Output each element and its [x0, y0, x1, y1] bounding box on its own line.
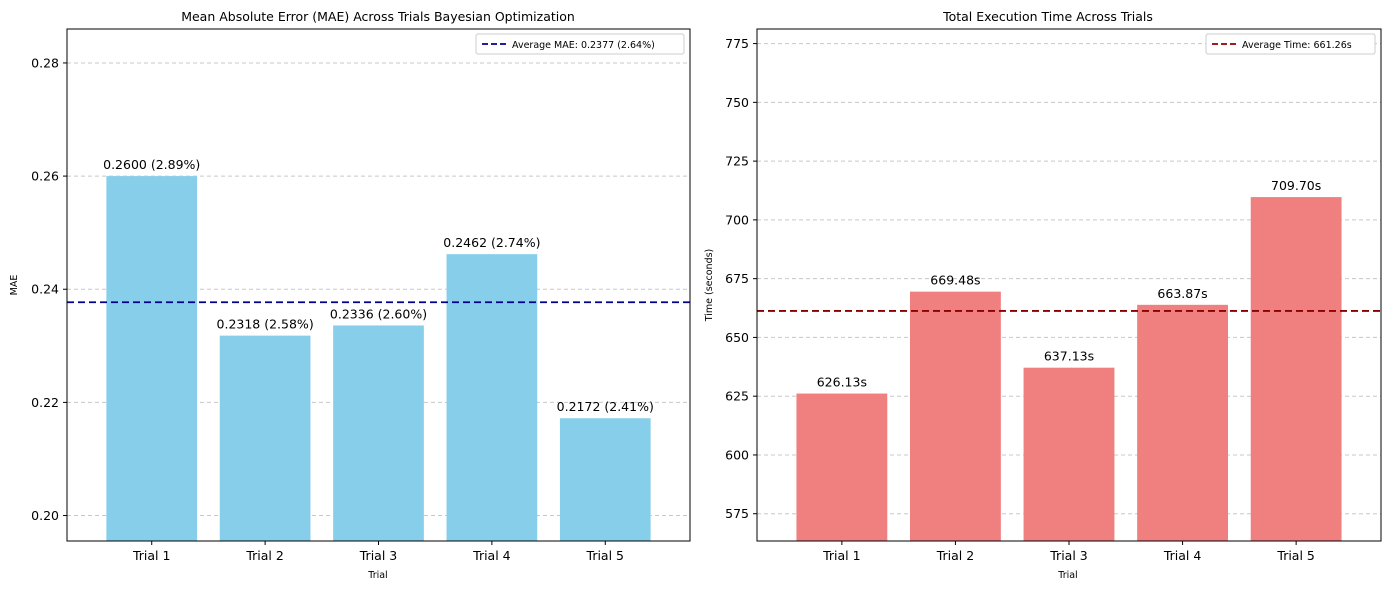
y-tick-label: 0.26 [31, 169, 59, 184]
legend: Average MAE: 0.2377 (2.64%) [475, 33, 685, 55]
x-tick-label: Trial 3 [1049, 548, 1087, 563]
data-label: 637.13s [1044, 349, 1094, 364]
legend-box [475, 33, 685, 55]
data-label: 663.87s [1157, 286, 1207, 301]
data-labels: 626.13s 669.48s 637.13s 663.87s 709.70s [817, 178, 1322, 389]
chart-title: Total Execution Time Across Trials [942, 9, 1153, 24]
data-label: 0.2318 (2.58%) [217, 317, 314, 332]
bar [1250, 197, 1342, 541]
y-tick-label: 625 [725, 389, 749, 404]
x-axis-label: Trial [367, 570, 387, 581]
time-chart: Total Execution Time Across Trials 626.1… [704, 9, 1382, 581]
y-axis-ticks: 0.20 0.22 0.24 0.26 0.28 [31, 55, 67, 523]
y-tick-label: 600 [725, 447, 749, 462]
y-tick-label: 750 [725, 95, 749, 110]
y-axis-label: Time (seconds) [704, 249, 715, 323]
bar [1137, 304, 1228, 541]
x-tick-label: Trial 1 [822, 548, 860, 563]
data-label: 0.2336 (2.60%) [330, 306, 427, 321]
y-tick-label: 700 [725, 212, 749, 227]
y-tick-label: 0.20 [31, 508, 59, 523]
y-axis-label: MAE [9, 275, 20, 296]
y-tick-label: 675 [725, 271, 749, 286]
bar [910, 291, 1001, 541]
bars [106, 176, 651, 541]
x-tick-label: Trial 2 [936, 548, 974, 563]
x-tick-label: Trial 5 [586, 548, 624, 563]
y-tick-label: 575 [725, 506, 749, 521]
bar [446, 254, 538, 541]
data-label: 0.2172 (2.41%) [557, 399, 654, 414]
x-tick-label: Trial 4 [472, 548, 511, 563]
x-tick-label: Trial 2 [245, 548, 283, 563]
bar [559, 418, 651, 541]
bar [219, 335, 311, 541]
bars [796, 197, 1342, 541]
x-tick-label: Trial 3 [359, 548, 397, 563]
y-tick-label: 775 [725, 36, 749, 51]
x-axis-ticks: Trial 1 Trial 2 Trial 3 Trial 4 Trial 5 [822, 541, 1315, 563]
bar [796, 393, 888, 541]
x-tick-label: Trial 1 [132, 548, 170, 563]
bar [1023, 367, 1115, 541]
bar [106, 176, 198, 541]
legend-label: Average MAE: 0.2377 (2.64%) [512, 40, 655, 51]
x-tick-label: Trial 5 [1276, 548, 1314, 563]
legend-label: Average Time: 661.26s [1242, 40, 1352, 51]
y-tick-label: 650 [725, 330, 749, 345]
data-labels: 0.2600 (2.89%) 0.2318 (2.58%) 0.2336 (2.60… [103, 157, 654, 414]
bar [333, 325, 424, 541]
legend-box [1205, 33, 1376, 55]
legend: Average Time: 661.26s [1205, 33, 1376, 55]
data-label: 669.48s [930, 273, 980, 288]
data-label: 0.2462 (2.74%) [443, 235, 540, 250]
data-label: 0.2600 (2.89%) [103, 157, 200, 172]
x-axis-label: Trial [1057, 570, 1077, 581]
x-axis-ticks: Trial 1 Trial 2 Trial 3 Trial 4 Trial 5 [132, 541, 624, 563]
x-tick-label: Trial 4 [1163, 548, 1202, 563]
y-tick-label: 0.22 [31, 395, 59, 410]
data-label: 709.70s [1271, 178, 1321, 193]
y-axis-ticks: 575 600 625 650 675 700 725 750 775 [725, 36, 757, 521]
mae-chart: Mean Absolute Error (MAE) Across Trials … [9, 9, 691, 581]
y-tick-label: 0.28 [31, 55, 59, 70]
y-tick-label: 0.24 [31, 282, 59, 297]
y-tick-label: 725 [725, 154, 749, 169]
data-label: 626.13s [817, 375, 867, 390]
chart-title: Mean Absolute Error (MAE) Across Trials … [181, 9, 575, 24]
